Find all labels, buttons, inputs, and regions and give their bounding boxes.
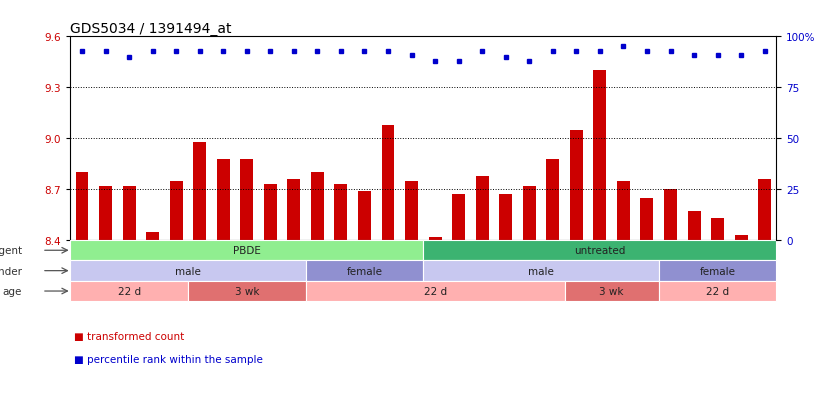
Bar bbox=[476, 176, 489, 240]
Bar bbox=[216, 159, 230, 240]
Bar bbox=[423, 261, 658, 281]
Text: male: male bbox=[528, 266, 554, 276]
Bar bbox=[429, 237, 442, 240]
Text: PBDE: PBDE bbox=[233, 246, 261, 256]
Text: GDS5034 / 1391494_at: GDS5034 / 1391494_at bbox=[70, 22, 232, 36]
Bar bbox=[146, 232, 159, 240]
Bar bbox=[99, 186, 112, 240]
Bar bbox=[75, 173, 88, 240]
Text: female: female bbox=[346, 266, 382, 276]
Bar bbox=[711, 218, 724, 240]
Bar bbox=[287, 180, 301, 240]
Bar bbox=[311, 173, 324, 240]
Bar bbox=[593, 71, 606, 240]
Bar bbox=[382, 125, 395, 240]
Bar bbox=[423, 240, 776, 261]
Bar bbox=[169, 181, 183, 240]
Bar bbox=[358, 191, 371, 240]
Bar bbox=[240, 159, 254, 240]
Bar bbox=[306, 281, 564, 301]
Text: 3 wk: 3 wk bbox=[235, 286, 259, 296]
Bar bbox=[70, 261, 306, 281]
Text: 22 d: 22 d bbox=[706, 286, 729, 296]
Bar bbox=[523, 186, 536, 240]
Bar bbox=[122, 186, 135, 240]
Bar bbox=[664, 190, 677, 240]
Bar bbox=[640, 198, 653, 240]
Text: gender: gender bbox=[0, 266, 22, 276]
Bar bbox=[193, 142, 206, 240]
Text: untreated: untreated bbox=[574, 246, 625, 256]
Text: male: male bbox=[175, 266, 201, 276]
Bar bbox=[758, 180, 771, 240]
Text: ■ percentile rank within the sample: ■ percentile rank within the sample bbox=[74, 354, 263, 364]
Text: age: age bbox=[2, 286, 22, 296]
Bar bbox=[546, 159, 559, 240]
Bar bbox=[564, 281, 658, 301]
Bar bbox=[734, 235, 748, 240]
Bar bbox=[335, 185, 348, 240]
Bar bbox=[306, 261, 423, 281]
Bar bbox=[70, 240, 423, 261]
Bar bbox=[658, 281, 776, 301]
Bar bbox=[452, 195, 465, 240]
Bar bbox=[687, 212, 700, 240]
Text: agent: agent bbox=[0, 246, 22, 256]
Bar bbox=[188, 281, 306, 301]
Text: 22 d: 22 d bbox=[117, 286, 140, 296]
Text: female: female bbox=[700, 266, 736, 276]
Text: ■ transformed count: ■ transformed count bbox=[74, 332, 184, 342]
Bar bbox=[70, 281, 188, 301]
Bar bbox=[658, 261, 776, 281]
Bar bbox=[617, 181, 630, 240]
Text: 22 d: 22 d bbox=[424, 286, 447, 296]
Bar bbox=[499, 195, 512, 240]
Bar bbox=[570, 131, 583, 240]
Bar bbox=[405, 181, 418, 240]
Text: 3 wk: 3 wk bbox=[600, 286, 624, 296]
Bar bbox=[263, 185, 277, 240]
